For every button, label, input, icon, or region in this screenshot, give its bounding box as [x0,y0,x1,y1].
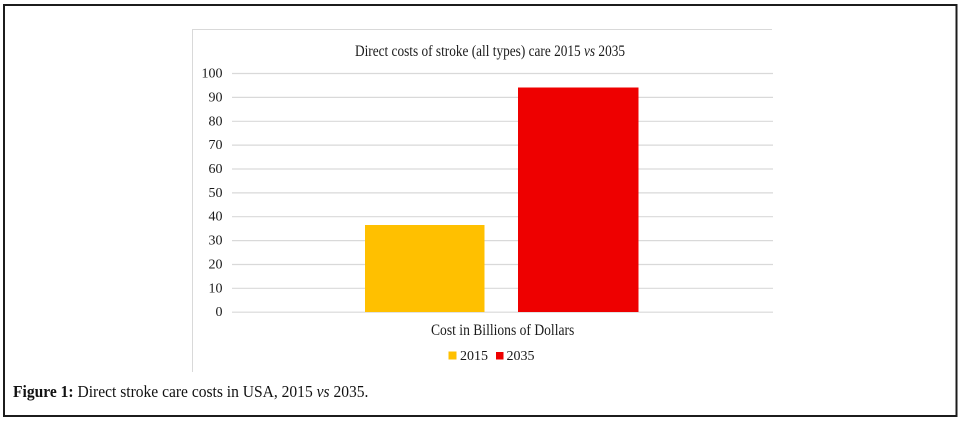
svg-text:30: 30 [209,234,223,249]
svg-text:80: 80 [209,114,223,129]
svg-text:20: 20 [209,258,223,273]
svg-text:70: 70 [209,138,223,153]
svg-text:Direct costs of stroke (all ty: Direct costs of stroke (all types) care … [355,43,625,60]
svg-text:2015: 2015 [460,349,488,364]
svg-text:90: 90 [209,90,223,105]
svg-text:2035: 2035 [507,349,535,364]
svg-text:Cost in Billions of Dollars: Cost in Billions of Dollars [431,322,575,339]
svg-text:100: 100 [202,67,223,82]
svg-text:50: 50 [209,186,223,201]
svg-text:10: 10 [209,281,223,296]
svg-text:60: 60 [209,162,223,177]
svg-text:0: 0 [216,305,223,320]
svg-text:Figure 1: Direct stroke care c: Figure 1: Direct stroke care costs in US… [13,381,368,401]
svg-text:40: 40 [209,210,223,225]
